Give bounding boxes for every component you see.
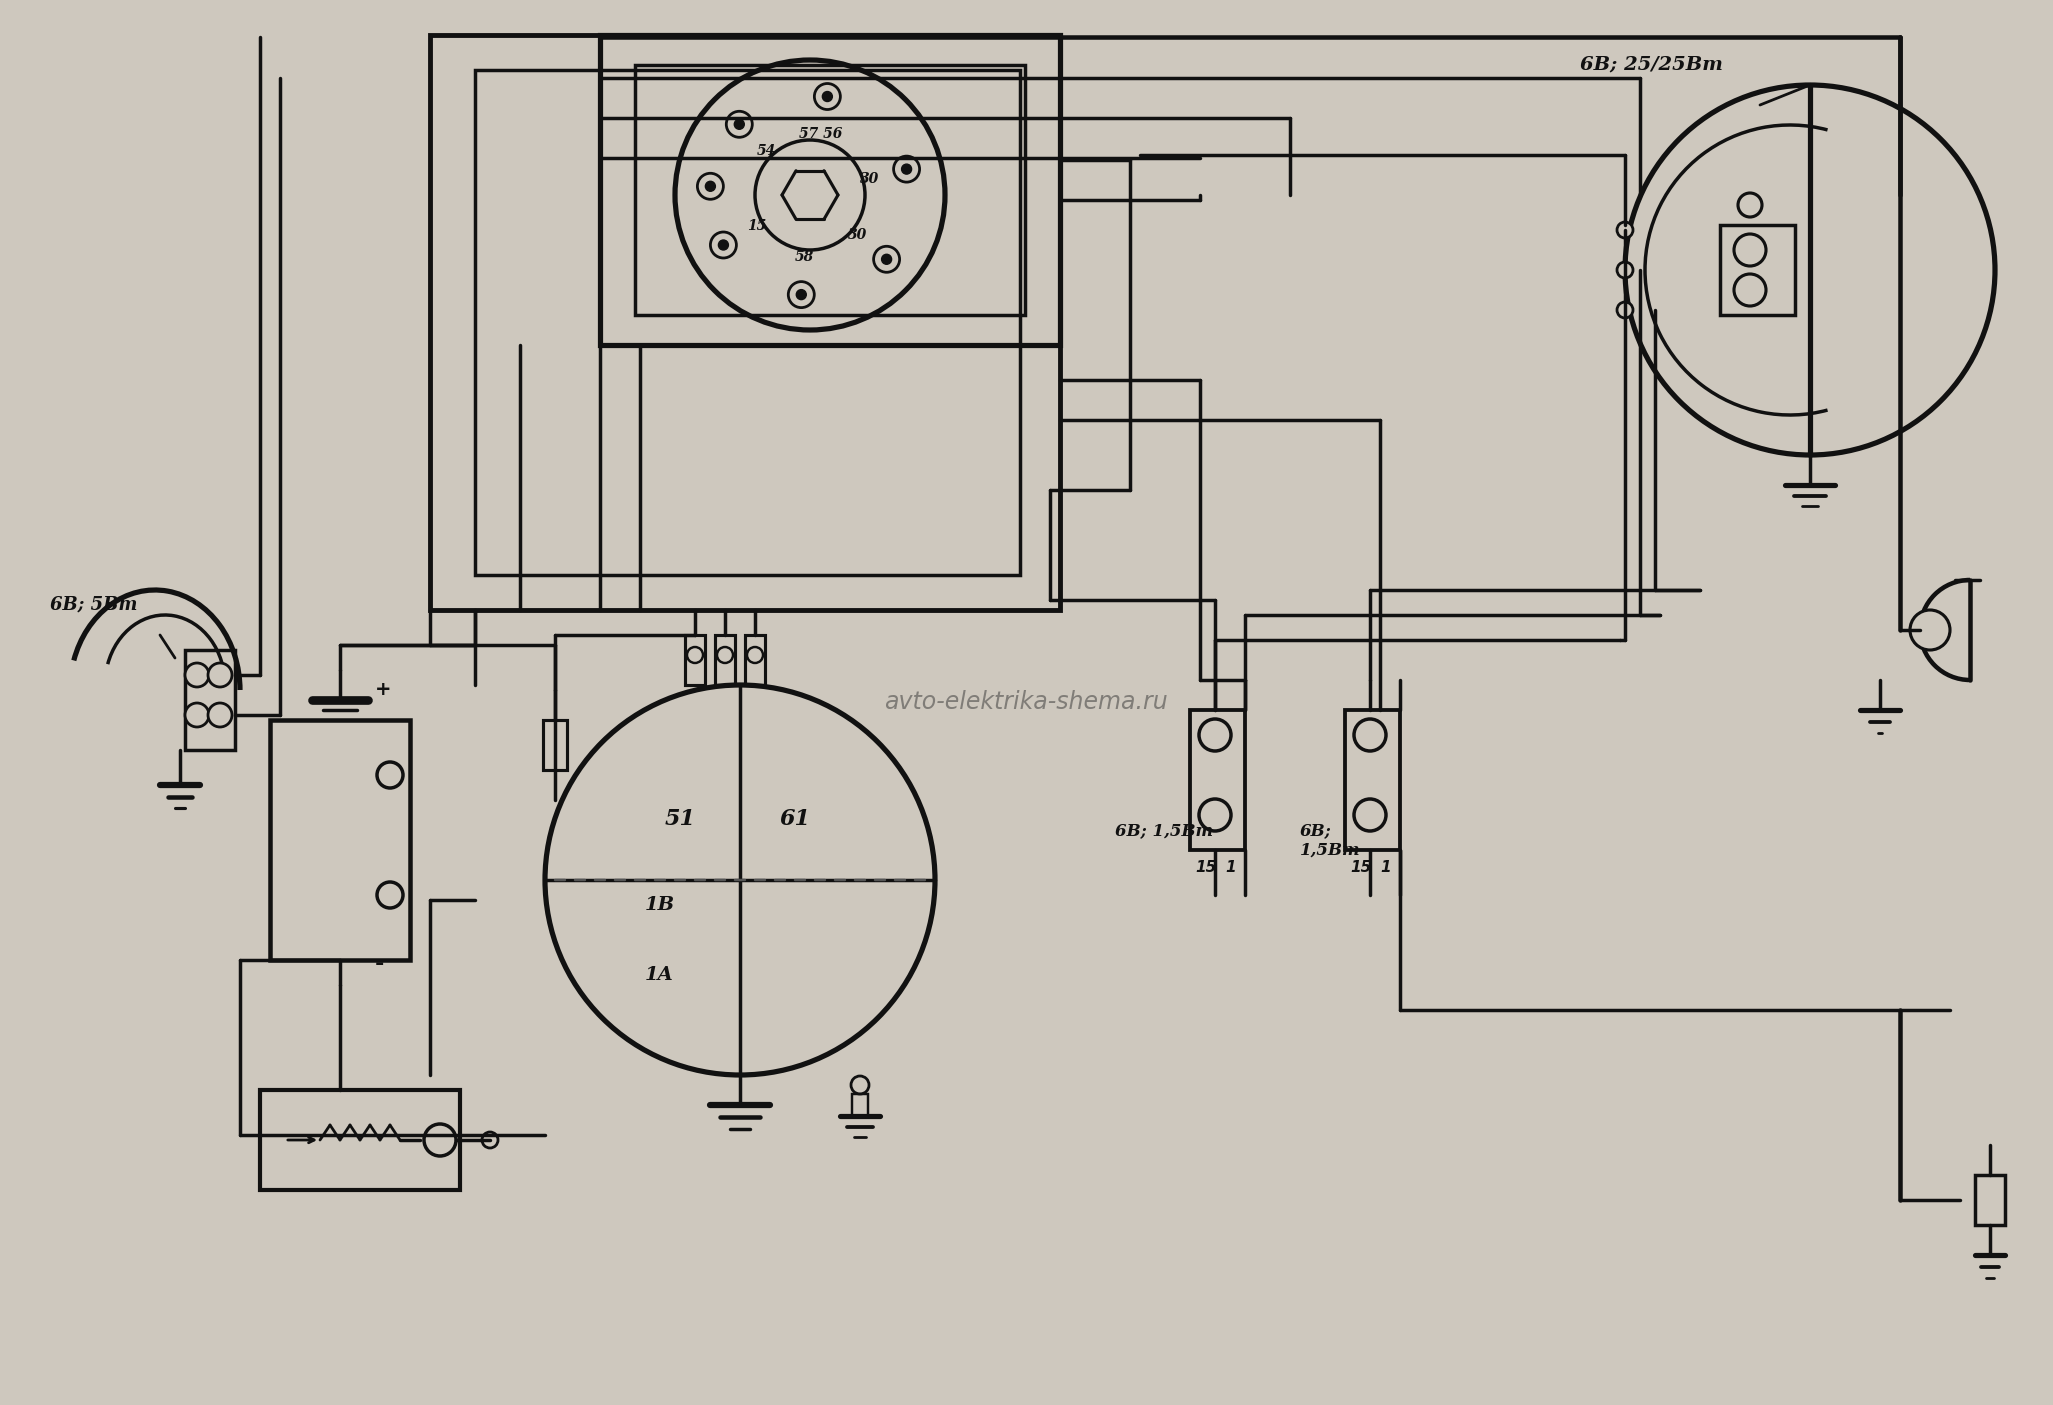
Circle shape — [1735, 235, 1766, 266]
Text: 51: 51 — [665, 808, 696, 830]
Bar — [542, 719, 567, 770]
Circle shape — [797, 289, 807, 299]
Text: -: - — [376, 954, 384, 974]
Circle shape — [881, 254, 891, 264]
Circle shape — [706, 181, 714, 191]
Circle shape — [735, 119, 745, 129]
Text: 1: 1 — [1226, 860, 1236, 875]
Circle shape — [698, 173, 723, 200]
Circle shape — [815, 83, 840, 110]
Circle shape — [747, 646, 764, 663]
Circle shape — [716, 646, 733, 663]
Circle shape — [207, 702, 232, 726]
Bar — [1191, 710, 1244, 850]
Circle shape — [727, 111, 751, 138]
Circle shape — [207, 663, 232, 687]
Circle shape — [1618, 222, 1632, 237]
Circle shape — [688, 646, 702, 663]
Text: 1B: 1B — [645, 896, 675, 915]
Circle shape — [185, 663, 209, 687]
Text: 1: 1 — [1380, 860, 1390, 875]
Circle shape — [1909, 610, 1950, 651]
Bar — [1345, 710, 1400, 850]
Bar — [1975, 1175, 2006, 1225]
Circle shape — [1618, 302, 1632, 318]
Bar — [745, 635, 766, 686]
Circle shape — [1739, 192, 1761, 216]
Circle shape — [482, 1132, 499, 1148]
Circle shape — [823, 91, 831, 101]
Text: 6B; 25/25Bт: 6B; 25/25Bт — [1581, 55, 1722, 73]
Text: +: + — [376, 680, 392, 700]
Bar — [261, 1090, 460, 1190]
Circle shape — [1355, 799, 1386, 830]
Bar — [634, 65, 1024, 315]
Circle shape — [893, 156, 920, 183]
Bar — [714, 635, 735, 686]
Text: 15: 15 — [1351, 860, 1371, 875]
Text: 15: 15 — [1195, 860, 1215, 875]
Text: 6B;
1,5Bт: 6B; 1,5Bт — [1300, 822, 1361, 858]
Bar — [474, 70, 1020, 575]
Bar — [599, 35, 1059, 346]
Text: 61: 61 — [780, 808, 811, 830]
Text: 15: 15 — [747, 219, 766, 233]
Bar — [271, 719, 411, 960]
Bar — [852, 1094, 868, 1116]
Circle shape — [788, 281, 815, 308]
Circle shape — [852, 1076, 868, 1094]
Circle shape — [1618, 261, 1632, 278]
Circle shape — [1199, 799, 1232, 830]
Text: 57 56: 57 56 — [799, 126, 842, 140]
Circle shape — [425, 1124, 456, 1156]
Circle shape — [1199, 719, 1232, 752]
Text: 6B; 1,5Bт: 6B; 1,5Bт — [1115, 822, 1213, 839]
Bar — [1720, 225, 1794, 315]
Bar — [429, 35, 1059, 610]
Text: 6B; 5Bт: 6B; 5Bт — [49, 594, 138, 613]
Circle shape — [875, 246, 899, 273]
Text: avto-elektrika-shema.ru: avto-elektrika-shema.ru — [885, 690, 1168, 714]
Text: 54: 54 — [758, 145, 776, 159]
Text: 58: 58 — [795, 250, 815, 264]
Text: 30: 30 — [848, 228, 866, 242]
Bar — [686, 635, 704, 686]
Text: 30: 30 — [860, 171, 879, 185]
Circle shape — [378, 882, 402, 908]
Circle shape — [185, 702, 209, 726]
Circle shape — [710, 232, 737, 259]
Circle shape — [1355, 719, 1386, 752]
Circle shape — [901, 164, 912, 174]
Circle shape — [719, 240, 729, 250]
Text: 1A: 1A — [645, 967, 673, 983]
Circle shape — [1735, 274, 1766, 306]
Bar — [185, 651, 234, 750]
Circle shape — [378, 762, 402, 788]
